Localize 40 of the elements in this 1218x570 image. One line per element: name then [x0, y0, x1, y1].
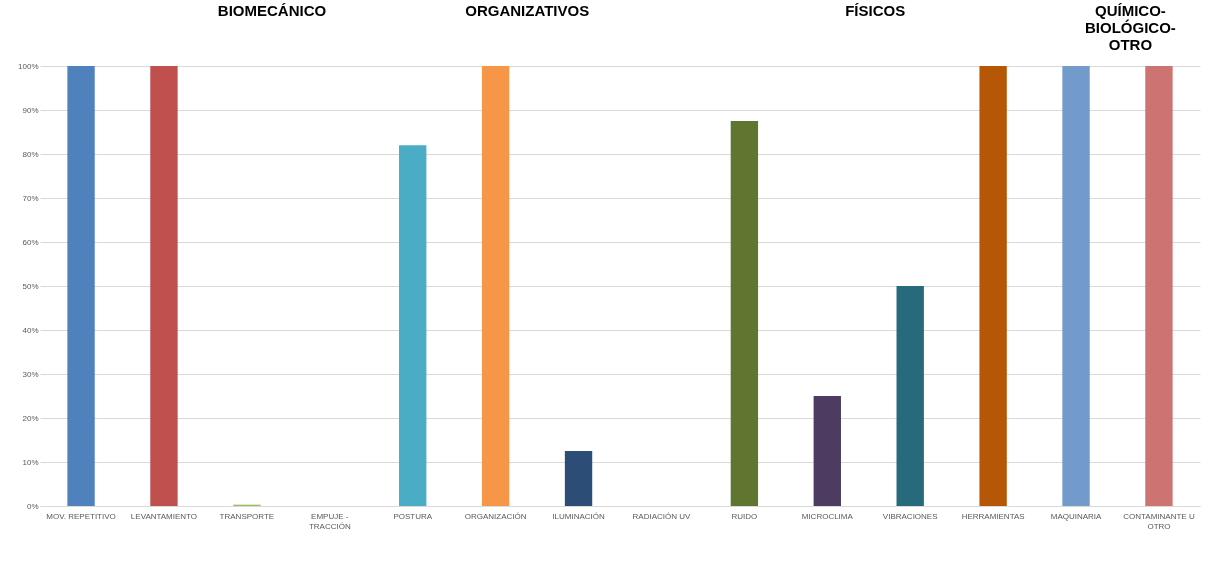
bar	[399, 145, 427, 506]
y-tick-label: 10%	[22, 457, 39, 467]
y-tick-label: 0%	[26, 501, 39, 511]
y-tick-label: 100%	[18, 61, 39, 71]
bar	[813, 396, 841, 506]
x-tick-label: EMPUJE - TRACCIÓN	[308, 511, 351, 531]
y-tick-label: 40%	[22, 325, 39, 335]
y-tick-label: 90%	[22, 105, 39, 115]
bar	[896, 286, 924, 506]
bar	[481, 66, 510, 506]
text: ORGANIZATIVOS	[465, 2, 590, 19]
x-tick-label: RADIACIÓN UV	[632, 511, 692, 521]
bar	[730, 121, 759, 506]
x-tick-label: LEVANTAMIENTO	[130, 511, 198, 521]
x-tick-label: POSTURA	[393, 511, 433, 521]
x-tick-label: CONTAMINANTE U OTRO	[1123, 511, 1195, 531]
x-tick-label: ORGANIZACIÓN	[464, 511, 527, 521]
x-tick-label: MICROCLIMA	[801, 511, 854, 521]
x-tick-label: ILUMINACIÓN	[552, 511, 605, 521]
x-tick-label: RUIDO	[731, 511, 758, 521]
bar	[979, 66, 1007, 506]
bar	[67, 66, 95, 506]
bar	[1062, 66, 1090, 506]
x-tick-label: HERRAMIENTAS	[961, 511, 1025, 521]
x-tick-label: MOV. REPETITIVO	[46, 511, 116, 521]
y-tick-label: 50%	[22, 281, 39, 291]
x-tick-label: TRANSPORTE	[219, 511, 275, 521]
text: FÍSICOS	[845, 2, 906, 19]
bar	[150, 66, 178, 506]
bar	[1145, 66, 1173, 506]
y-tick-label: 70%	[22, 193, 39, 203]
x-tick-label: MAQUINARIA	[1050, 511, 1103, 521]
text: QUÍMICO-BIOLÓGICO-OTRO	[1084, 2, 1176, 53]
y-tick-label: 80%	[22, 149, 39, 159]
x-tick-label: VIBRACIONES	[882, 511, 938, 521]
y-tick-label: 30%	[22, 369, 39, 379]
text: BIOMECÁNICO	[217, 2, 327, 19]
bar	[564, 451, 593, 506]
y-tick-label: 20%	[22, 413, 39, 423]
y-tick-label: 60%	[22, 237, 39, 247]
